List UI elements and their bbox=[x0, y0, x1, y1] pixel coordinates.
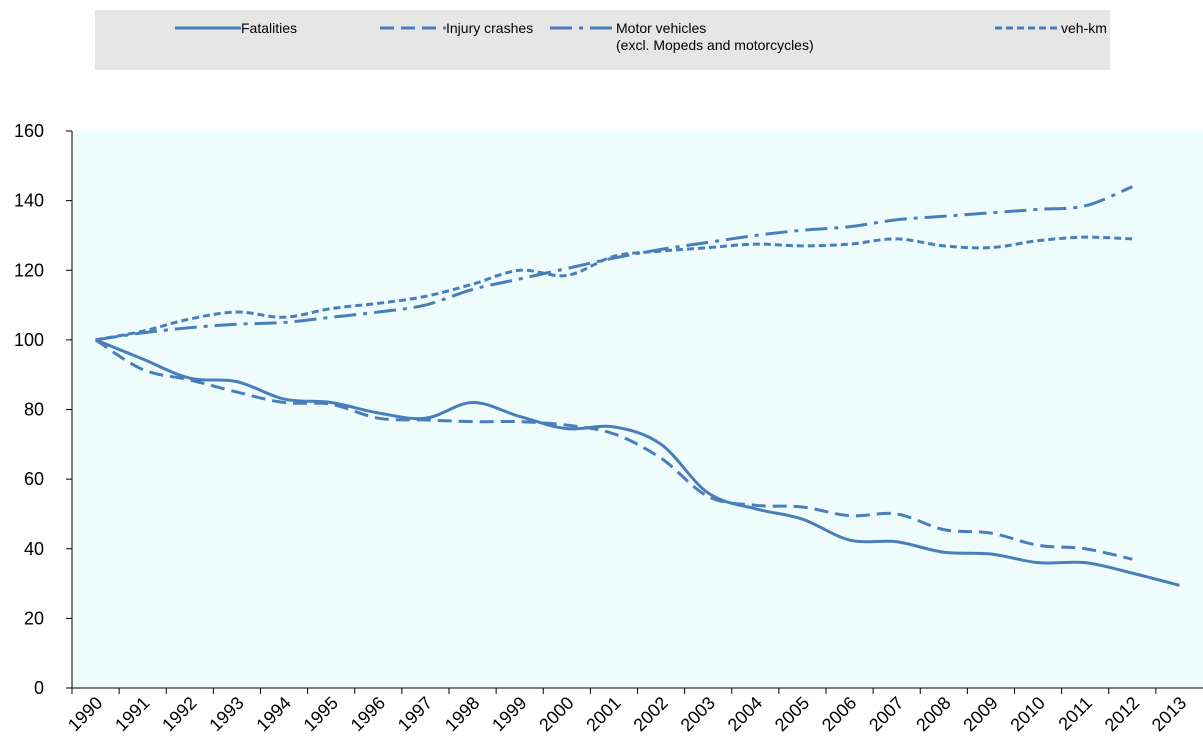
legend-label: veh-km bbox=[1061, 20, 1107, 36]
x-tick-label: 1996 bbox=[347, 693, 389, 735]
plot-area bbox=[72, 131, 1203, 688]
series-line bbox=[94, 338, 1133, 561]
x-tick-label: 2001 bbox=[582, 693, 624, 735]
legend-swatch bbox=[380, 26, 446, 30]
y-tick-label: 0 bbox=[34, 678, 44, 698]
x-tick-label: 2013 bbox=[1148, 693, 1190, 735]
x-tick-label: 1998 bbox=[441, 693, 483, 735]
y-tick-label: 120 bbox=[14, 260, 44, 280]
legend: Fatalities Injury crashes Motor vehicles (… bbox=[95, 10, 1110, 70]
x-tick-label: 2002 bbox=[629, 693, 671, 735]
x-tick-label: 2004 bbox=[724, 693, 766, 735]
series-line bbox=[95, 185, 1133, 342]
x-tick-label: 2003 bbox=[677, 693, 719, 735]
legend-label: Injury crashes bbox=[446, 20, 534, 36]
y-tick-label: 100 bbox=[14, 330, 44, 350]
y-tick-label: 20 bbox=[24, 608, 44, 628]
x-tick-label: 2007 bbox=[865, 693, 907, 735]
series-line bbox=[94, 338, 1180, 587]
legend-label: Fatalities bbox=[241, 20, 298, 36]
x-tick-label: 1995 bbox=[300, 693, 342, 735]
x-tick-label: 2000 bbox=[535, 693, 577, 735]
x-tick-label: 2010 bbox=[1006, 693, 1048, 735]
legend-swatch bbox=[995, 26, 1061, 30]
legend-item: Fatalities bbox=[175, 20, 297, 37]
series-line bbox=[95, 235, 1133, 342]
x-tick-label: 2005 bbox=[771, 693, 813, 735]
x-tick-label: 1997 bbox=[394, 693, 436, 735]
y-tick-label: 60 bbox=[24, 469, 44, 489]
y-tick-label: 160 bbox=[14, 121, 44, 141]
x-tick-label: 1991 bbox=[111, 693, 153, 735]
y-tick-label: 40 bbox=[24, 539, 44, 559]
legend-item: veh-km bbox=[995, 20, 1107, 37]
legend-label: Motor vehicles (excl. Mopeds and motorcy… bbox=[616, 20, 814, 53]
x-tick-label: 1993 bbox=[205, 693, 247, 735]
x-tick-label: 1999 bbox=[488, 693, 530, 735]
x-tick-label: 2006 bbox=[818, 693, 860, 735]
x-tick-label: 2011 bbox=[1054, 693, 1096, 735]
y-tick-label: 140 bbox=[14, 191, 44, 211]
legend-item: Motor vehicles (excl. Mopeds and motorcy… bbox=[550, 20, 814, 54]
x-tick-label: 1990 bbox=[64, 693, 106, 735]
x-tick-label: 2008 bbox=[912, 693, 954, 735]
x-tick-label: 2012 bbox=[1101, 693, 1143, 735]
x-tick-label: 2009 bbox=[959, 693, 1001, 735]
x-tick-label: 1992 bbox=[158, 693, 200, 735]
x-tick-label: 1994 bbox=[252, 693, 294, 735]
legend-swatch bbox=[550, 26, 616, 30]
legend-item: Injury crashes bbox=[380, 20, 533, 37]
y-tick-label: 80 bbox=[24, 400, 44, 420]
legend-swatch bbox=[175, 26, 241, 30]
